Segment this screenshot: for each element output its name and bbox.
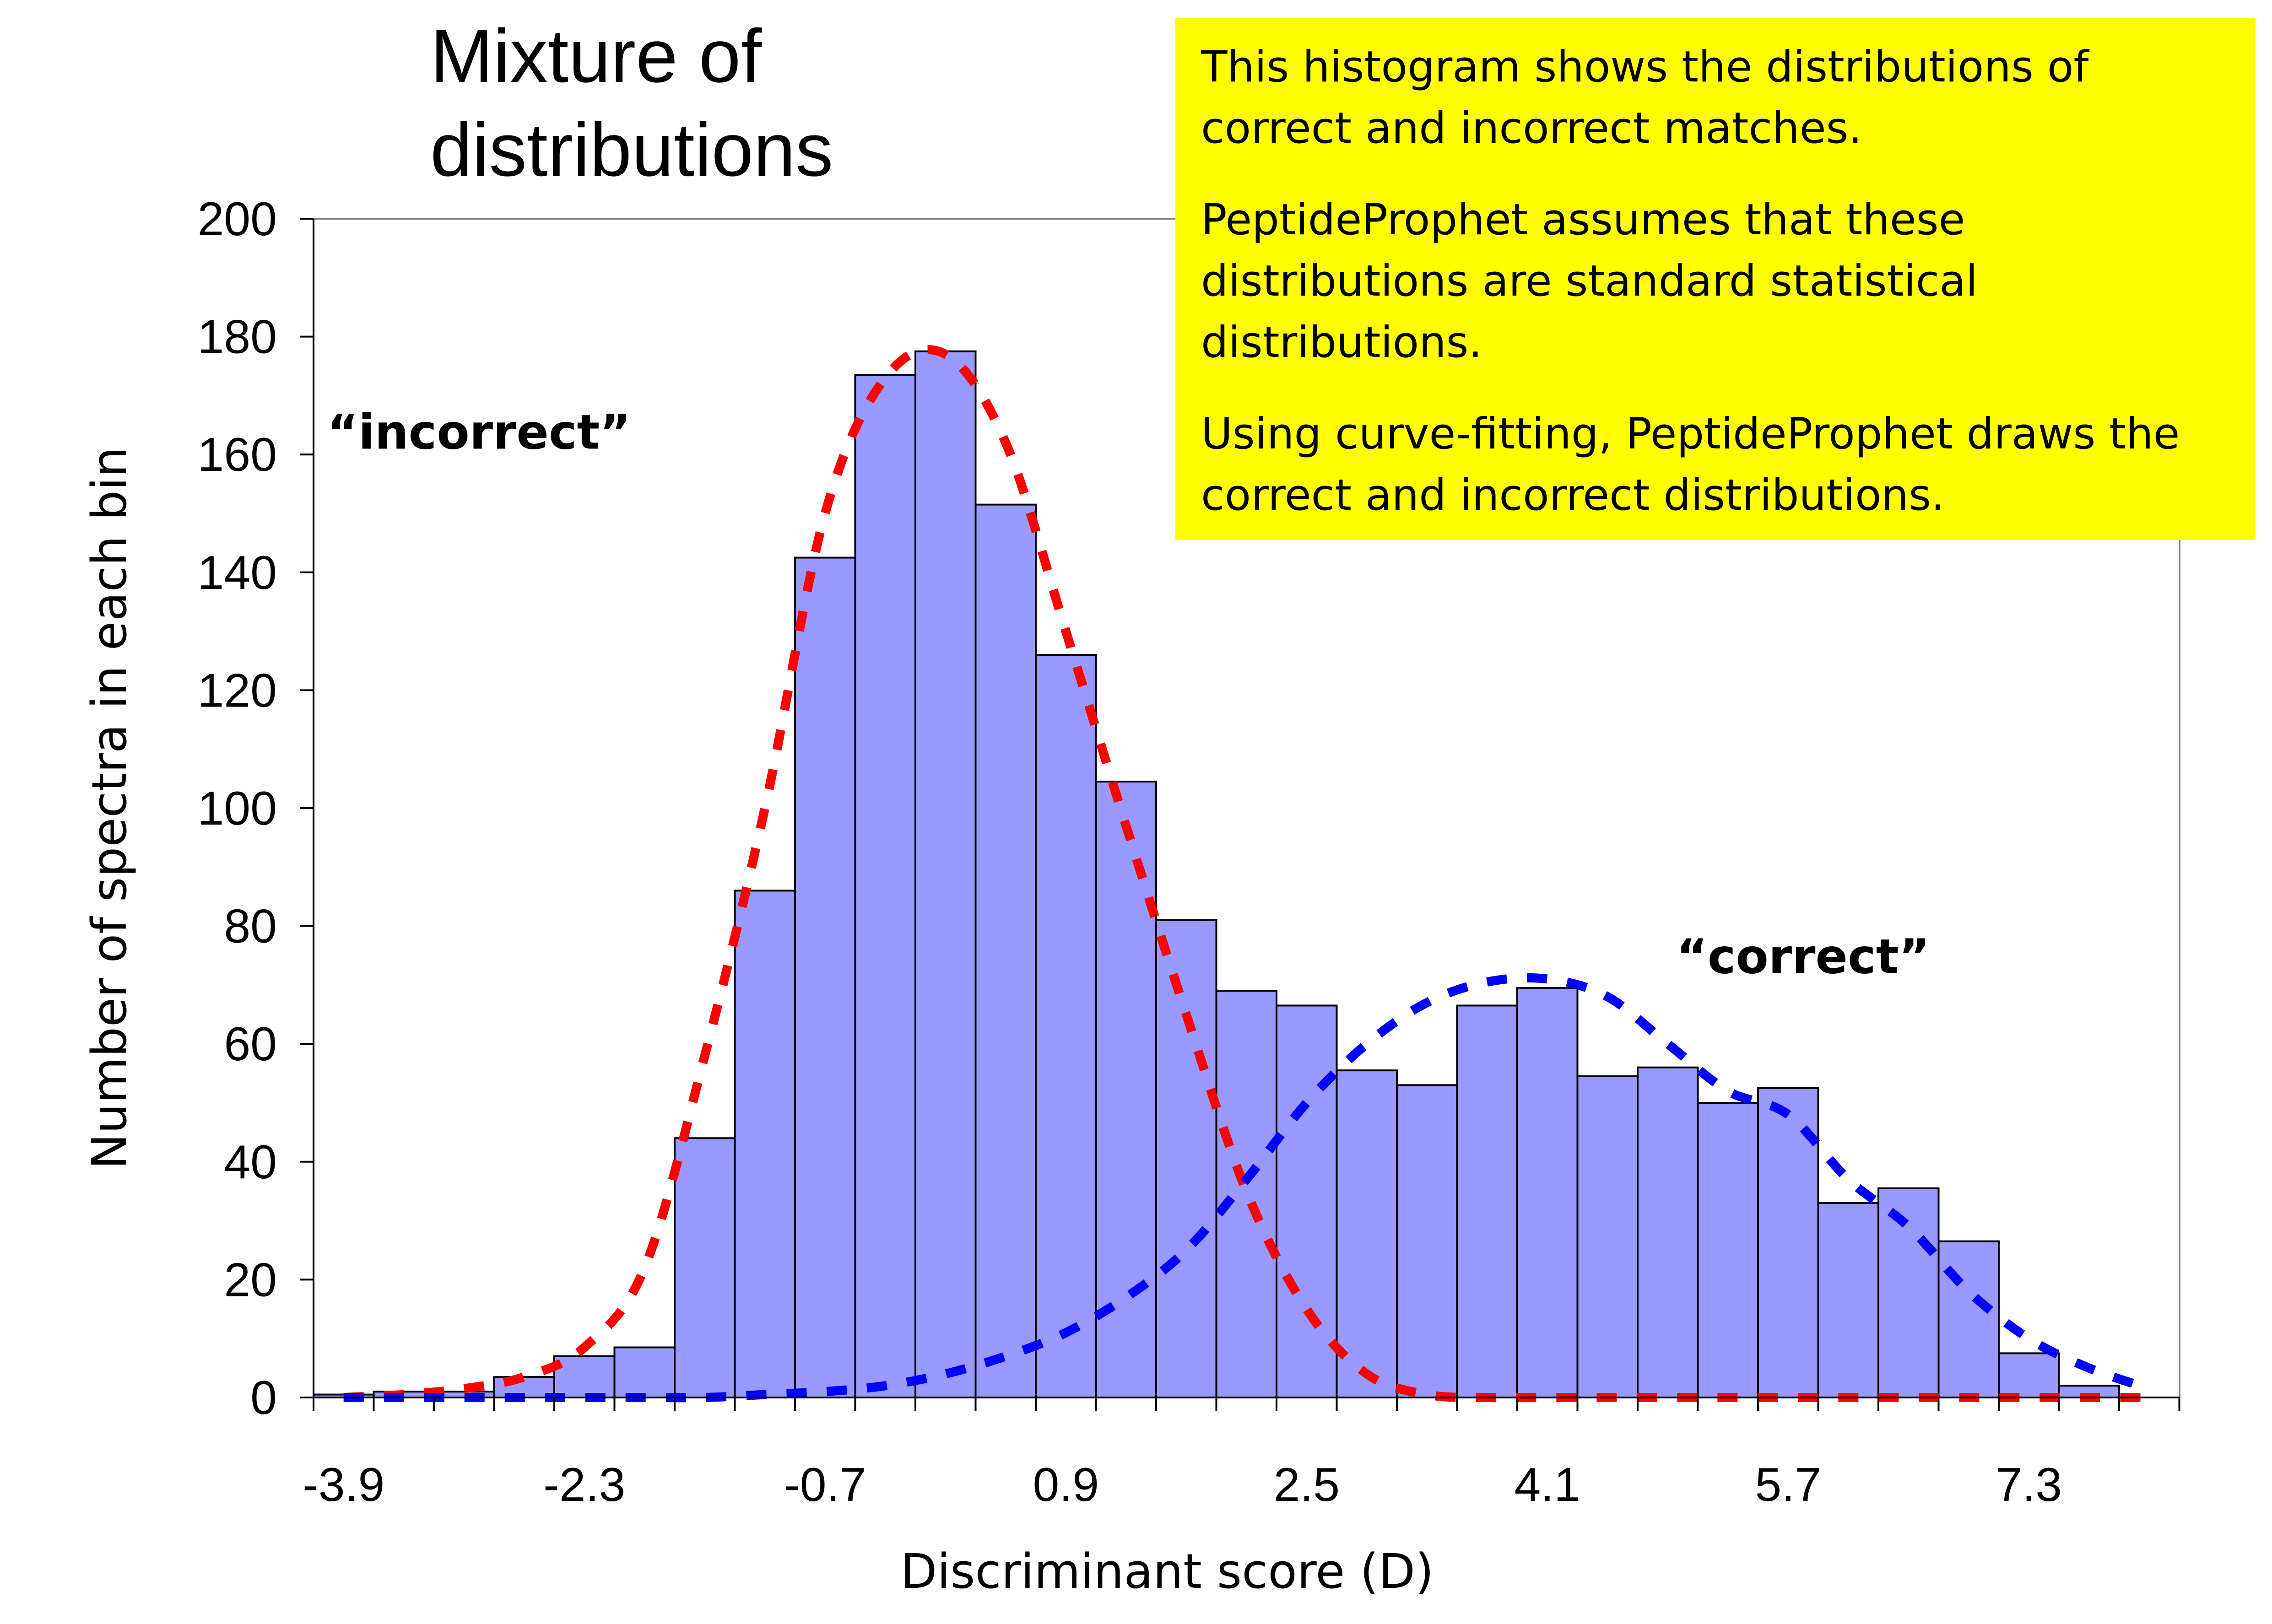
- histogram-bar: [1877, 1187, 1940, 1398]
- histogram-bar: [974, 503, 1037, 1398]
- histogram-bar: [734, 890, 796, 1398]
- y-tick-label: 0: [250, 1371, 277, 1424]
- y-tick-label: 100: [197, 782, 277, 835]
- histogram-bar: [1817, 1202, 1879, 1398]
- histogram-bar: [1937, 1240, 2000, 1398]
- histogram-bar: [1757, 1087, 1819, 1399]
- histogram-bar: [1697, 1102, 1759, 1398]
- chart-title: Mixture of distributions: [430, 9, 833, 197]
- x-tick-label: 7.3: [1996, 1458, 2062, 1511]
- note-paragraph-2: PeptideProphet assumes that these distri…: [1201, 195, 1978, 367]
- x-tick-label: -2.3: [543, 1458, 625, 1511]
- histogram-bar: [1215, 990, 1277, 1398]
- y-tick-label: 140: [197, 546, 277, 599]
- histogram-bar: [553, 1355, 616, 1399]
- x-axis-label: Discriminant score (D): [900, 1543, 1434, 1599]
- histogram-bar: [1035, 654, 1097, 1398]
- y-tick-label: 20: [224, 1253, 277, 1306]
- histogram-bar: [1456, 1004, 1518, 1398]
- histogram-bar: [1637, 1066, 1699, 1398]
- y-axis-label: Number of spectra in each bin: [81, 447, 137, 1169]
- y-tick-label: 200: [197, 193, 277, 246]
- histogram-bar: [1396, 1084, 1458, 1399]
- y-tick-label: 160: [197, 428, 277, 481]
- histogram-bar: [1516, 987, 1579, 1399]
- histogram-bar: [674, 1137, 736, 1398]
- x-tick-label: 0.9: [1033, 1458, 1099, 1511]
- title-line-1: Mixture of: [430, 14, 762, 98]
- histogram-bar: [1095, 781, 1157, 1398]
- histogram-bar: [854, 374, 916, 1398]
- y-tick-label: 40: [224, 1136, 277, 1189]
- x-tick-label: -3.9: [303, 1458, 384, 1511]
- histogram-bar: [914, 350, 977, 1398]
- x-tick-label: 2.5: [1273, 1458, 1340, 1511]
- y-tick-label: 60: [224, 1018, 277, 1071]
- histogram-bar: [1576, 1075, 1639, 1399]
- incorrect-curve: [343, 345, 2149, 1403]
- histogram-bar: [794, 556, 856, 1398]
- note-paragraph-1: This histogram shows the distributions o…: [1201, 42, 2089, 153]
- x-tick-label: -0.7: [784, 1458, 866, 1511]
- histogram-bar: [1155, 919, 1217, 1398]
- y-tick-label: 80: [224, 900, 277, 953]
- explanation-note: This histogram shows the distributions o…: [1175, 18, 2256, 540]
- x-tick-label: 4.1: [1514, 1458, 1580, 1511]
- histogram-bar: [1998, 1352, 2060, 1398]
- histogram-bar: [1276, 1004, 1338, 1398]
- y-tick-label: 180: [197, 311, 277, 364]
- incorrect-annotation: “incorrect”: [327, 404, 631, 460]
- correct-annotation: “correct”: [1676, 929, 1930, 985]
- note-paragraph-3: Using curve-fitting, PeptideProphet draw…: [1201, 409, 2180, 520]
- histogram-bar: [1336, 1069, 1398, 1398]
- x-tick-label: 5.7: [1755, 1458, 1821, 1511]
- title-line-2: distributions: [430, 108, 833, 192]
- y-tick-label: 120: [197, 664, 277, 717]
- histogram-bar: [613, 1346, 676, 1399]
